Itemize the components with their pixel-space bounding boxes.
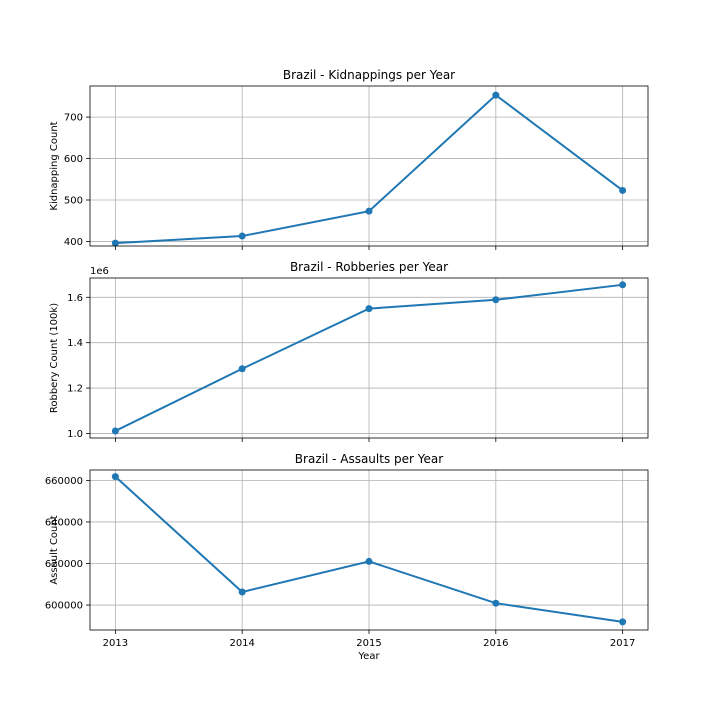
subplot-1: 400 500 600 700 Brazil - Kidnappings per Yea…	[49, 68, 649, 250]
chart-title: Brazil - Kidnappings per Year	[283, 68, 455, 82]
plot-frame	[89, 85, 649, 247]
y-tick-label: 1.4	[67, 338, 83, 349]
data-point	[111, 239, 119, 247]
y-tick-label: 500	[64, 195, 83, 206]
plot-frame	[89, 469, 649, 631]
data-point	[492, 296, 500, 304]
data-point	[619, 281, 627, 289]
x-tick-label: 2017	[610, 638, 635, 649]
data-point	[619, 618, 627, 626]
subplot-2: 1.0 1.2 1.4 1.6 Brazil - Robberies per Year R…	[49, 260, 649, 442]
x-tick-label: 2016	[483, 638, 508, 649]
data-point	[111, 427, 119, 435]
subplot-3: 2013 2014 2015 2016 2017 600000 620000 640000 66…	[45, 452, 649, 649]
data-point	[492, 91, 500, 99]
data-point	[365, 207, 373, 215]
data-point	[111, 473, 119, 481]
y-tick-label: 660000	[45, 476, 83, 487]
chart-title: Brazil - Robberies per Year	[290, 260, 448, 274]
y-tick-label: 620000	[45, 559, 83, 570]
x-tick-label: 2014	[229, 638, 254, 649]
data-point	[238, 365, 246, 373]
x-tick-label: 2013	[103, 638, 128, 649]
y-tick-label: 1.0	[67, 429, 83, 440]
y-axis-label: Assault Count	[49, 515, 60, 584]
y-tick-label: 600000	[45, 601, 83, 612]
data-point	[619, 186, 627, 194]
chart-title: Brazil - Assaults per Year	[295, 452, 443, 466]
y-tick-label: 1.2	[67, 384, 83, 395]
y-tick-label: 1.6	[67, 293, 83, 304]
x-axis-label: Year	[357, 651, 380, 662]
data-point	[365, 557, 373, 565]
plot-frame	[89, 277, 649, 439]
y-offset-label: 1e6	[90, 266, 109, 277]
data-point	[238, 588, 246, 596]
y-tick-label: 640000	[45, 517, 83, 528]
data-point	[365, 305, 373, 313]
y-tick-label: 400	[64, 237, 83, 248]
data-point	[492, 599, 500, 607]
y-axis-label: Robbery Count (100k)	[49, 303, 60, 413]
y-tick-label: 700	[64, 113, 83, 124]
x-tick-label: 2015	[356, 638, 381, 649]
y-axis-label: Kidnapping Count	[49, 121, 60, 210]
y-tick-label: 600	[64, 154, 83, 165]
data-point	[238, 232, 246, 240]
